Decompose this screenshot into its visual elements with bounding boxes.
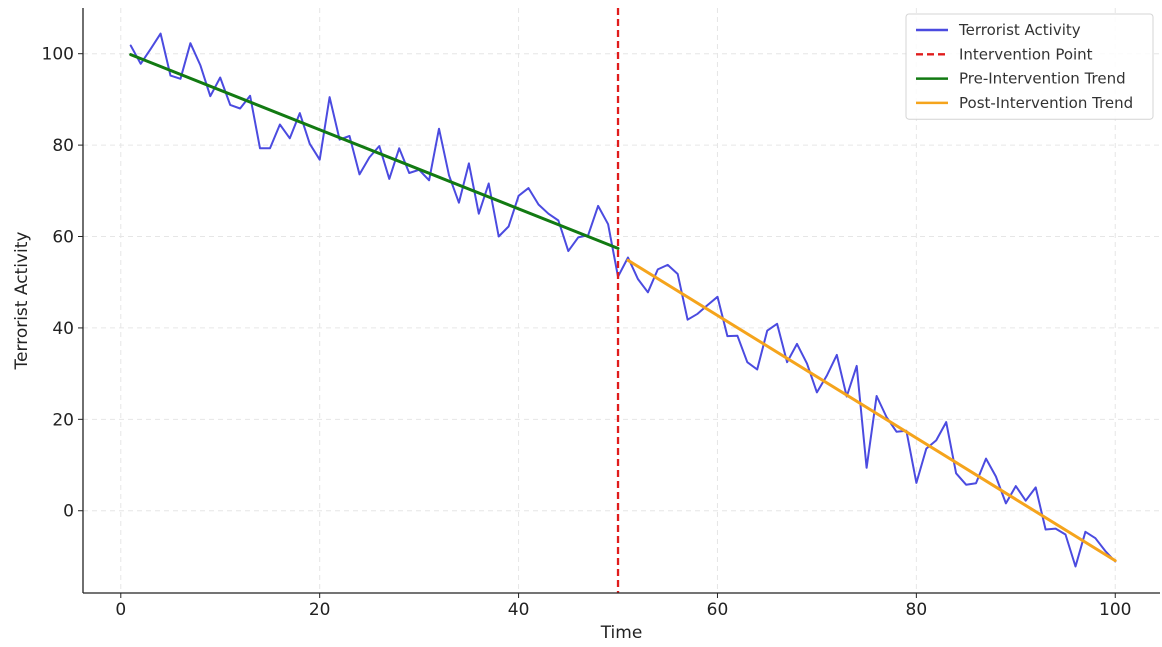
legend: Terrorist Activity Intervention Point Pre-… — [905, 13, 1154, 120]
y-tick-label: 0 — [63, 502, 74, 522]
x-axis-title: Time — [600, 623, 643, 643]
legend-label: Terrorist Activity — [958, 21, 1081, 39]
y-tick-label: 40 — [52, 319, 74, 339]
x-tick-label: 0 — [115, 600, 126, 620]
y-axis-title: Terrorist Activity — [12, 232, 32, 371]
legend-item: Pre-Intervention Trend — [916, 70, 1126, 88]
y-tick-label: 80 — [52, 136, 74, 156]
legend-item: Intervention Point — [916, 45, 1093, 63]
legend-label: Post-Intervention Trend — [959, 94, 1133, 112]
pre-intervention-trend-line — [129, 53, 620, 250]
y-tick-label: 100 — [42, 45, 74, 65]
post-intervention-trend-line — [626, 258, 1117, 563]
legend-item: Post-Intervention Trend — [916, 94, 1133, 112]
axes — [82, 8, 1160, 594]
legend-box — [905, 13, 1154, 120]
y-tick-label: 60 — [52, 228, 74, 248]
x-tick-label: 20 — [309, 600, 331, 620]
terrorist-activity-line — [129, 32, 1117, 568]
x-tick-label: 60 — [707, 600, 729, 620]
y-tick-label: 20 — [52, 410, 74, 430]
legend-label: Intervention Point — [959, 45, 1093, 63]
x-tick-label: 40 — [508, 600, 530, 620]
legend-label: Pre-Intervention Trend — [959, 70, 1126, 88]
x-tick-label: 80 — [906, 600, 928, 620]
series-layer — [129, 8, 1117, 593]
legend-item: Terrorist Activity — [916, 21, 1081, 39]
ticks: 0 20 40 60 80 100 0 20 40 60 80 100 — [42, 45, 1132, 620]
x-tick-label: 100 — [1099, 600, 1131, 620]
